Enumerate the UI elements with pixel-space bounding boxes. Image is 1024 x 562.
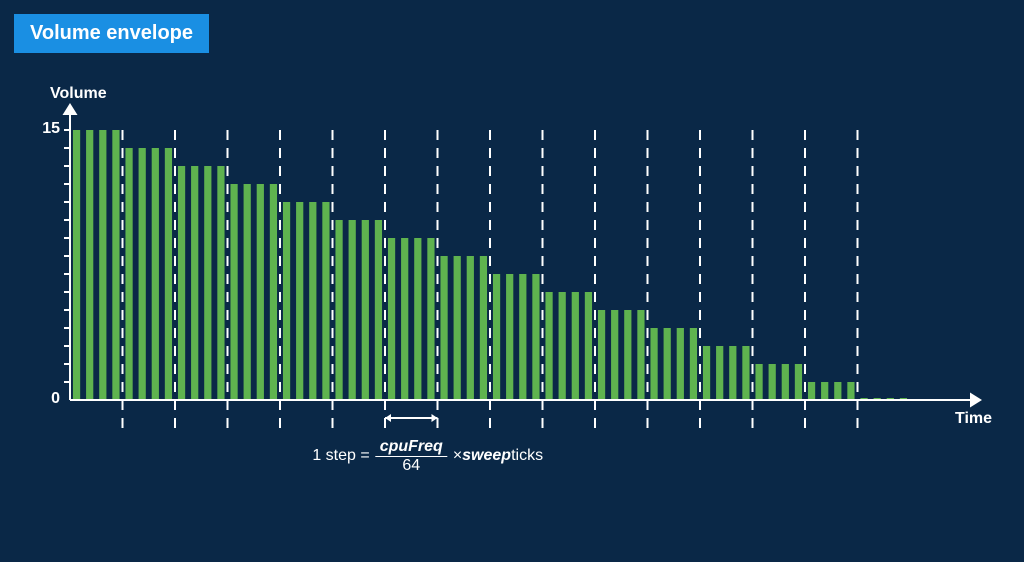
formula-fraction: cpuFreq 64 <box>376 438 447 474</box>
formula-prefix: 1 step = <box>312 447 369 465</box>
step-formula: 1 step = cpuFreq 64 × sweep ticks <box>312 438 1024 474</box>
formula-suffix: ticks <box>511 447 543 465</box>
formula-mult: × <box>453 447 462 465</box>
x-axis-label: Time <box>955 410 992 428</box>
volume-envelope-chart <box>0 0 1024 562</box>
y-axis-label: Volume <box>50 85 107 103</box>
y-tick-label-max: 15 <box>32 120 60 138</box>
formula-var: sweep <box>462 447 511 465</box>
formula-numerator: cpuFreq <box>376 438 447 457</box>
formula-denominator: 64 <box>398 457 424 475</box>
chart-svg <box>0 0 1024 562</box>
y-tick-label-zero: 0 <box>32 390 60 408</box>
